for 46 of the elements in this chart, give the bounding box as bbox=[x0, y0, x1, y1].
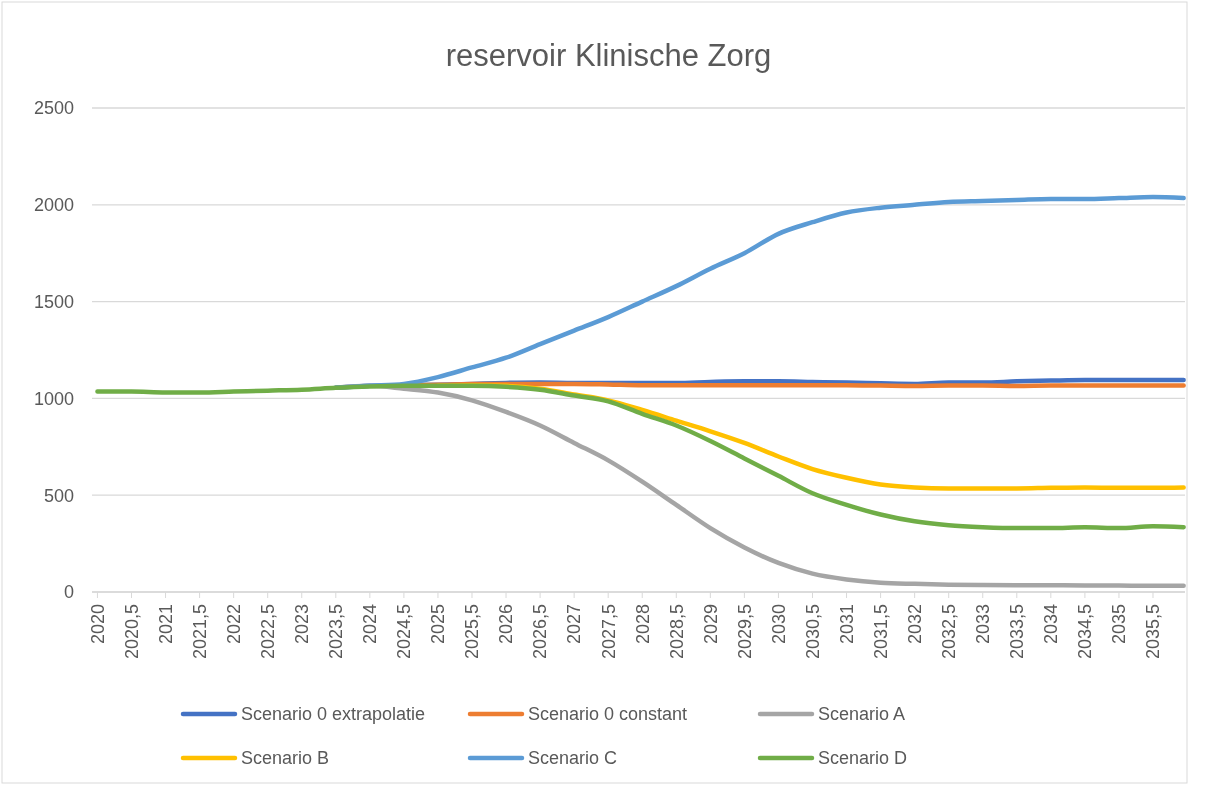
x-tick-label: 2033 bbox=[973, 604, 994, 645]
legend-label: Scenario D bbox=[818, 748, 908, 769]
y-tick-label: 2000 bbox=[33, 195, 74, 216]
y-tick-label: 500 bbox=[43, 485, 74, 506]
x-tick-label: 2027,5 bbox=[598, 604, 619, 660]
x-tick-label: 2022 bbox=[223, 604, 244, 645]
y-tick-label: 1000 bbox=[33, 388, 74, 409]
line-series bbox=[95, 383, 1186, 531]
x-tick-label: 2024,5 bbox=[394, 604, 415, 660]
x-tick-label: 2021 bbox=[155, 604, 176, 645]
x-tick-label: 2020,5 bbox=[121, 604, 142, 660]
x-tick-label: 2021,5 bbox=[189, 604, 210, 660]
x-tick-label: 2034,5 bbox=[1075, 604, 1096, 660]
legend-label: Scenario C bbox=[528, 748, 618, 769]
legend-label: Scenario B bbox=[241, 748, 330, 769]
y-tick-label: 2500 bbox=[33, 98, 74, 119]
x-tick-label: 2023 bbox=[292, 604, 313, 645]
x-tick-label: 2031 bbox=[836, 604, 857, 645]
x-tick-label: 2035,5 bbox=[1143, 604, 1164, 660]
legend-label: Scenario 0 constant bbox=[528, 704, 688, 725]
x-tick-label: 2032 bbox=[904, 604, 925, 645]
x-tick-label: 2026 bbox=[496, 604, 517, 645]
x-tick-label: 2025,5 bbox=[462, 604, 483, 660]
x-tick-label: 2031,5 bbox=[870, 604, 891, 660]
x-tick-label: 2022,5 bbox=[258, 604, 278, 660]
x-tick-label: 2030 bbox=[768, 604, 789, 645]
y-tick-label: 0 bbox=[63, 582, 74, 603]
x-tick-label: 2028,5 bbox=[666, 604, 687, 660]
x-tick-label: 2024 bbox=[360, 604, 381, 645]
legend-label: Scenario A bbox=[818, 704, 906, 725]
x-tick-label: 2030,5 bbox=[802, 604, 823, 660]
x-tick-label: 2023,5 bbox=[326, 604, 347, 660]
x-tick-label: 2035 bbox=[1109, 604, 1130, 645]
x-tick-label: 2025 bbox=[428, 604, 449, 645]
x-tick-label: 2020 bbox=[87, 604, 108, 645]
x-tick-label: 2034 bbox=[1041, 604, 1062, 645]
x-tick-label: 2033,5 bbox=[1007, 604, 1028, 660]
x-tick-label: 2026,5 bbox=[530, 604, 551, 660]
x-tick-label: 2028 bbox=[632, 604, 653, 645]
x-tick-label: 2027 bbox=[564, 604, 585, 645]
x-tick-label: 2029,5 bbox=[734, 604, 755, 660]
x-tick-label: 2032,5 bbox=[938, 604, 959, 660]
x-tick-label: 2029 bbox=[700, 604, 721, 645]
chart-title: reservoir Klinische Zorg bbox=[445, 38, 772, 73]
legend-label: Scenario 0 extrapolatie bbox=[241, 704, 426, 725]
y-tick-label: 1500 bbox=[33, 291, 74, 312]
